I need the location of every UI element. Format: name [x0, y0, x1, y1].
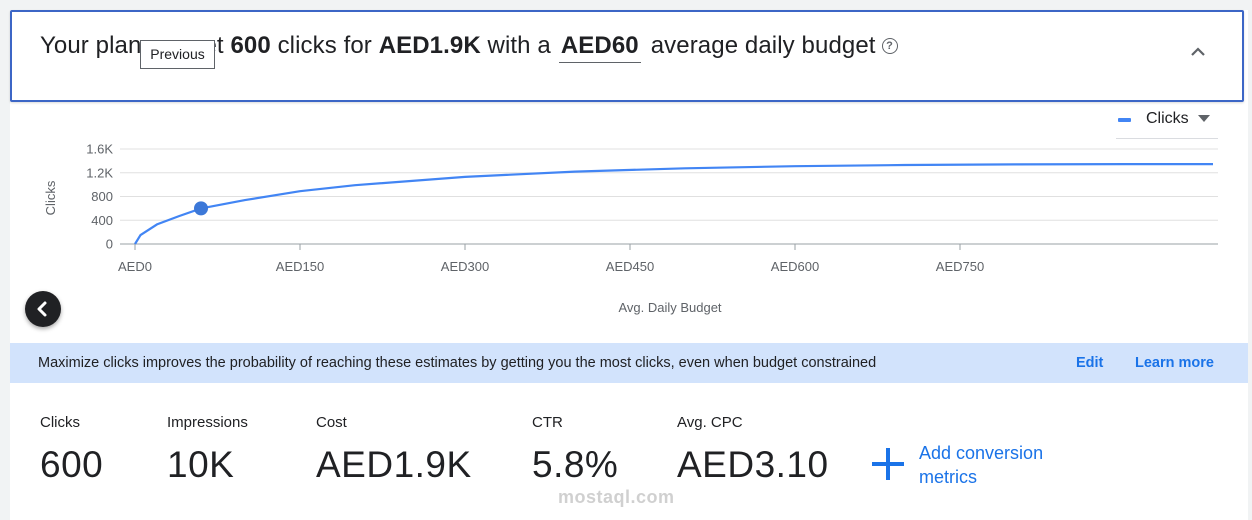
- y-axis-label: Clicks: [43, 180, 58, 215]
- add-conversion-label: Add conversion metrics: [919, 441, 1043, 489]
- x-tick-label: AED150: [276, 259, 324, 274]
- previous-button[interactable]: [25, 291, 61, 327]
- metric-value: 5.8%: [532, 444, 619, 485]
- metric-value: AED1.9K: [316, 444, 472, 485]
- y-tick-label: 0: [106, 237, 113, 252]
- metric-cost: Cost AED1.9K: [316, 414, 472, 486]
- learn-more-link[interactable]: Learn more: [1135, 355, 1214, 371]
- x-tick-label: AED600: [771, 259, 819, 274]
- x-axis-label: Avg. Daily Budget: [618, 300, 721, 315]
- banner-message: Maximize clicks improves the probability…: [38, 355, 877, 371]
- chart-gridlines: [120, 148, 1218, 245]
- legend-swatch: [1118, 118, 1131, 122]
- metric-label: Avg. CPC: [677, 414, 743, 431]
- x-axis-ticks: AED0 AED150 AED300 AED450 AED600 AED750: [118, 244, 984, 274]
- add-conversion-metrics-button[interactable]: Add conversion metrics: [870, 440, 1070, 490]
- y-tick-label: 400: [91, 213, 113, 228]
- metric-clicks: Clicks 600: [40, 414, 103, 486]
- metric-ctr: CTR 5.8%: [532, 414, 618, 486]
- metric-label: Clicks: [40, 414, 80, 431]
- y-tick-label: 1.6K: [86, 142, 113, 157]
- series-legend-dropdown[interactable]: Clicks: [1116, 108, 1218, 139]
- y-tick-label: 1.2K: [86, 165, 113, 180]
- plan-headline: Your planet 600 clicks for AED1.9K with …: [40, 32, 898, 63]
- metric-avg-cpc: Avg. CPC AED3.10: [677, 414, 829, 486]
- headline-text: clicks for: [277, 32, 372, 59]
- metric-label: Impressions: [167, 414, 248, 431]
- chevron-left-icon: [37, 301, 47, 317]
- metric-label: CTR: [532, 414, 563, 431]
- plus-icon: [872, 448, 904, 480]
- selected-budget-point: [194, 201, 208, 216]
- y-axis-ticks: 0 400 800 1.2K 1.6K: [86, 142, 113, 252]
- plan-summary-header[interactable]: Your planet 600 clicks for AED1.9K with …: [10, 10, 1244, 102]
- add-conversion-line2: metrics: [919, 467, 977, 487]
- x-tick-label: AED750: [936, 259, 984, 274]
- x-tick-label: AED450: [606, 259, 654, 274]
- legend-label: Clicks: [1146, 110, 1189, 127]
- metric-impressions: Impressions 10K: [167, 414, 248, 486]
- dropdown-arrow-icon: [1198, 115, 1210, 122]
- headline-cost: AED1.9K: [378, 32, 481, 59]
- edit-link[interactable]: Edit: [1076, 355, 1104, 371]
- x-tick-label: AED0: [118, 259, 152, 274]
- clicks-series-line: [134, 163, 1213, 245]
- previous-tooltip: Previous: [140, 40, 215, 69]
- metric-value: 600: [40, 444, 104, 485]
- headline-text: Your plan: [40, 32, 142, 59]
- headline-text: with a: [487, 32, 551, 59]
- x-tick-label: AED300: [441, 259, 489, 274]
- y-tick-label: 800: [91, 189, 113, 204]
- daily-budget-value[interactable]: AED60: [558, 32, 641, 63]
- chevron-up-icon[interactable]: [1188, 42, 1208, 62]
- headline-clicks: 600: [230, 32, 271, 59]
- help-circle-icon[interactable]: ?: [881, 38, 898, 54]
- add-conversion-line1: Add conversion: [919, 443, 1044, 463]
- metric-value: 10K: [167, 444, 235, 485]
- metric-value: AED3.10: [677, 444, 829, 485]
- headline-text: average daily budget: [650, 32, 876, 59]
- metric-label: Cost: [316, 414, 347, 431]
- watermark: mostaql.com: [558, 487, 675, 507]
- bid-strategy-banner: Maximize clicks improves the probability…: [10, 343, 1248, 383]
